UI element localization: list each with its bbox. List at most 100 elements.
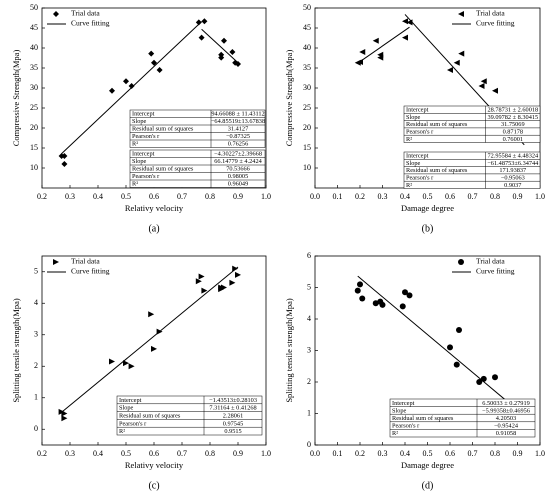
table-value: 0.9515 xyxy=(224,428,241,435)
data-point xyxy=(399,303,406,310)
data-point xyxy=(198,273,205,280)
table-label: Residual sum of squares xyxy=(406,121,468,128)
fit-line xyxy=(61,266,239,413)
y-tick-label: 50 xyxy=(303,3,311,12)
table-value: −0.95063 xyxy=(501,175,525,182)
table-value: 70.53666 xyxy=(226,166,250,173)
table-frame xyxy=(389,398,536,438)
y-tick-label: 25 xyxy=(30,103,38,112)
table-value: 94.66088 ± 11.43112 xyxy=(211,111,264,118)
data-point xyxy=(128,83,135,89)
data-point xyxy=(359,49,366,55)
data-point xyxy=(402,289,408,296)
y-tick-label: 2 xyxy=(307,377,311,386)
data-point xyxy=(229,279,236,286)
data-point xyxy=(354,287,361,294)
table-value: −1.43513±0.28103 xyxy=(209,397,257,404)
table-label: R² xyxy=(392,430,398,437)
y-tick-label: 40 xyxy=(303,43,311,52)
legend-marker xyxy=(53,259,59,265)
panel-label: (b) xyxy=(422,223,434,234)
x-axis-label: Damage degree xyxy=(401,203,454,213)
data-point xyxy=(480,78,487,85)
table-value: −61.48753±6.34744 xyxy=(487,160,539,167)
data-point xyxy=(221,37,227,44)
x-tick-label: 0.7 xyxy=(177,192,187,201)
y-tick-label: 35 xyxy=(303,63,311,72)
legend-label: Trial data xyxy=(71,257,100,266)
x-tick-label: 0.5 xyxy=(121,449,131,458)
x-axis-label: Relativy velocity xyxy=(125,460,184,470)
x-tick-label: 0.9 xyxy=(513,449,523,458)
data-point xyxy=(232,59,239,66)
table-label: R² xyxy=(132,181,138,188)
x-axis-label: Relativy velocity xyxy=(125,203,184,213)
table-label: Slope xyxy=(132,158,147,165)
y-tick-label: 10 xyxy=(30,163,38,172)
y-tick-label: 20 xyxy=(303,123,311,132)
table-value: 0.91058 xyxy=(496,430,516,437)
table-value: 0.9037 xyxy=(504,182,521,189)
x-tick-label: 1.0 xyxy=(535,192,545,201)
fit-line xyxy=(201,28,239,64)
stats-table: Intercept 94.66088 ± 11.43112 Slope −64.855… xyxy=(129,109,266,148)
panel-label: (d) xyxy=(422,480,434,491)
table-label: R² xyxy=(406,182,412,189)
data-point xyxy=(123,78,129,85)
legend-label: Curve fitting xyxy=(476,19,515,28)
legend-marker xyxy=(53,11,59,17)
table-value: −5.99358±0.46956 xyxy=(482,407,530,414)
y-tick-label: 15 xyxy=(303,143,311,152)
y-axis-label: Splitting tensile strength(Mpa) xyxy=(284,298,294,403)
x-tick-label: 0.9 xyxy=(513,192,523,201)
table-value: 0.96049 xyxy=(228,181,248,188)
data-point xyxy=(476,379,483,385)
panel: 0.2 0.3 0.4 0.5 0.6 0.7 0.8 0.9 1.0 10 15 20 25 30 35 4… xyxy=(11,3,271,234)
table-label: Intercept xyxy=(406,153,429,160)
data-point xyxy=(456,327,462,334)
data-point xyxy=(61,415,68,422)
legend-label: Curve fitting xyxy=(71,19,110,28)
x-tick-label: 0.8 xyxy=(490,449,500,458)
data-point xyxy=(123,360,129,367)
table-value: 6.50033 ± 0.27919 xyxy=(482,400,530,407)
x-tick-label: 0.4 xyxy=(400,192,410,201)
y-tick-label: 20 xyxy=(30,123,38,132)
table-label: Slope xyxy=(406,114,421,121)
legend-label: Trial data xyxy=(71,9,100,18)
panel: 0.0 0.1 0.2 0.3 0.4 0.5 0.6 0.7 0.8 0.9 1.0 10 15 20 2… xyxy=(284,3,545,234)
data-point xyxy=(458,50,465,57)
x-tick-label: 1.0 xyxy=(535,449,545,458)
data-point xyxy=(357,281,363,288)
table-value: 66.14779 ± 4.2424 xyxy=(214,158,262,165)
legend-label: Trial data xyxy=(476,257,505,266)
y-tick-label: 35 xyxy=(30,63,38,72)
panel: 0.0 0.1 0.2 0.3 0.4 0.5 0.6 0.7 0.8 0.9 1.0 0 1 2 3 4 5 6… xyxy=(284,251,545,491)
x-tick-label: 0.6 xyxy=(445,192,455,201)
x-tick-label: 0.5 xyxy=(423,192,433,201)
x-tick-label: 0.1 xyxy=(333,449,343,458)
y-tick-label: 40 xyxy=(30,43,38,52)
table-value: 28.78731 ± 2.60018 xyxy=(487,107,538,114)
x-tick-label: 0.9 xyxy=(233,449,243,458)
stats-table: Intercept −1.43513±0.28103 Slope 7.31164 ± … xyxy=(116,395,263,436)
data-point xyxy=(235,271,241,278)
table-label: R² xyxy=(119,428,125,435)
data-point xyxy=(235,61,241,67)
table-frame xyxy=(129,149,266,188)
table-label: Pearson's r xyxy=(406,129,434,136)
x-tick-label: 0.4 xyxy=(93,449,103,458)
x-tick-label: 0.9 xyxy=(233,192,243,201)
data-point xyxy=(229,49,236,55)
x-tick-label: 0.7 xyxy=(177,449,187,458)
data-point xyxy=(156,328,163,335)
legend-label: Trial data xyxy=(476,9,505,18)
x-tick-label: 0.7 xyxy=(468,192,478,201)
data-point xyxy=(109,87,115,94)
y-tick-label: 4 xyxy=(34,298,38,307)
x-tick-label: 1.0 xyxy=(261,192,271,201)
table-value: −0.87325 xyxy=(226,133,250,140)
